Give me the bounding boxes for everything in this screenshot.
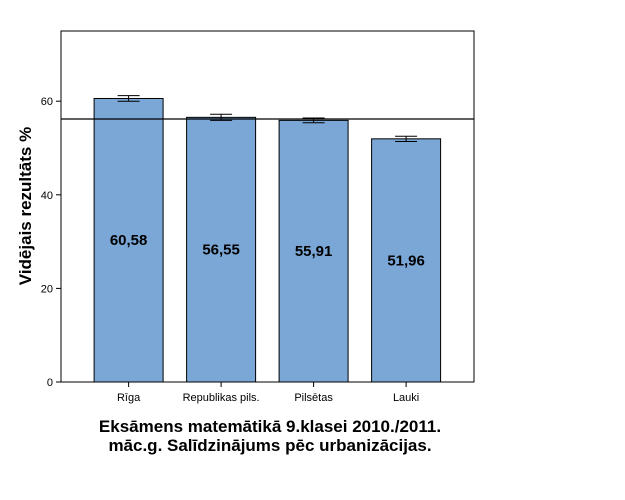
y-axis-label: Vidējais rezultāts % [16,127,35,285]
bar [278,119,349,383]
chart-title-line-2: māc.g. Salīdzinājums pēc urbanizācijas. [108,436,431,455]
x-tick-label: Lauki [393,392,419,404]
chart-title-line-1: Eksāmens matemātikā 9.klasei 2010./2011. [99,417,441,436]
x-axis: Rīga Republikas pils. Pilsētas Lauki [117,382,419,404]
y-tick-label: 60 [41,96,53,108]
bar-value-label: 51,96 [387,252,425,269]
plot-frame [60,30,475,383]
bar-value-label: 60,58 [110,232,148,249]
bar-value-label: 55,91 [295,243,333,260]
y-tick-label: 0 [47,377,53,389]
data-labels-group: 60,58 56,55 55,91 51,96 [110,232,425,269]
bar [93,97,164,383]
bars-group [93,97,442,383]
bar-value-label: 56,55 [202,242,240,259]
y-axis: 0 20 40 60 [41,96,61,389]
x-tick-label: Pilsētas [294,392,333,404]
bar [371,138,442,383]
x-tick-label: Rīga [117,392,141,404]
y-tick-label: 20 [41,283,53,295]
y-tick-label: 40 [41,190,53,202]
x-tick-label: Republikas pils. [183,392,260,404]
